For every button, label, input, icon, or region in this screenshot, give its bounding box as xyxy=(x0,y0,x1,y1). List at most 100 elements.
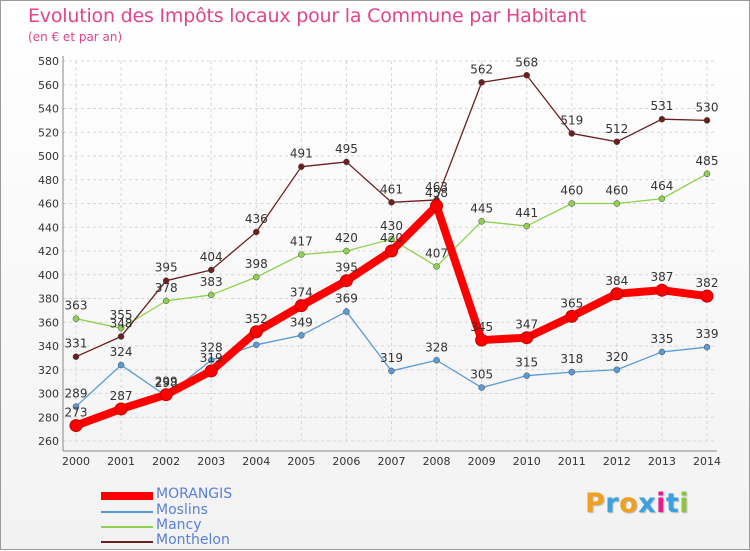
legend-label-monthelon: Monthelon xyxy=(156,532,230,548)
x-tick-label: 2009 xyxy=(468,455,496,468)
data-label-mancy: 363 xyxy=(65,299,88,313)
logo-letter: t xyxy=(665,488,680,519)
data-point-monthelon xyxy=(72,353,80,360)
data-label-morangis: 420 xyxy=(380,231,403,245)
data-label-mancy: 445 xyxy=(470,201,493,215)
y-tick-label: 500 xyxy=(38,150,59,163)
data-point-mancy xyxy=(207,291,215,299)
data-label-monthelon: 530 xyxy=(696,100,719,114)
data-label-morangis: 352 xyxy=(245,312,268,326)
data-label-monthelon: 512 xyxy=(605,122,628,136)
y-tick-label: 560 xyxy=(38,79,59,92)
data-point-morangis xyxy=(565,309,579,323)
data-label-monthelon: 404 xyxy=(200,250,223,264)
data-point-monthelon xyxy=(523,72,530,79)
data-point-mancy xyxy=(117,324,125,332)
data-label-monthelon: 562 xyxy=(470,62,493,76)
data-point-morangis xyxy=(655,283,669,297)
x-tick-label: 2012 xyxy=(603,455,631,468)
legend-label-mancy: Mancy xyxy=(156,517,202,533)
data-label-morangis: 319 xyxy=(200,351,223,365)
data-label-morangis: 387 xyxy=(650,270,673,284)
data-point-monthelon xyxy=(298,163,305,170)
y-tick-label: 360 xyxy=(38,316,59,329)
data-label-mancy: 378 xyxy=(155,281,178,295)
data-label-mancy: 407 xyxy=(425,246,448,260)
data-label-moslins: 328 xyxy=(200,340,223,354)
data-label-monthelon: 436 xyxy=(245,212,268,226)
data-label-monthelon: 463 xyxy=(425,180,448,194)
data-point-mancy xyxy=(568,200,576,207)
data-label-monthelon: 348 xyxy=(110,317,133,331)
data-label-moslins: 324 xyxy=(110,345,133,359)
data-point-moslins xyxy=(253,341,260,349)
data-point-morangis xyxy=(520,331,534,345)
y-tick-label: 420 xyxy=(38,245,59,258)
data-point-monthelon xyxy=(207,266,215,274)
data-point-moslins xyxy=(658,348,666,356)
data-point-mancy xyxy=(72,315,80,322)
data-label-moslins: 289 xyxy=(65,387,88,401)
logo-letter: i xyxy=(656,488,666,519)
x-tick-label: 2010 xyxy=(513,455,541,468)
data-point-monthelon xyxy=(613,138,621,145)
proxiti-logo: Proxiti xyxy=(585,488,689,519)
y-tick-label: 280 xyxy=(38,411,59,424)
logo-letter: x xyxy=(638,488,657,519)
data-label-monthelon: 531 xyxy=(650,99,673,113)
data-point-moslins xyxy=(388,367,395,375)
data-label-monthelon: 461 xyxy=(380,182,403,196)
data-label-morangis: 345 xyxy=(470,320,493,334)
data-point-moslins xyxy=(343,308,350,315)
data-label-morangis: 347 xyxy=(515,318,538,332)
data-point-moslins xyxy=(117,361,125,369)
chart-title: Evolution des Impôts locaux pour la Comm… xyxy=(28,5,587,27)
data-point-mancy xyxy=(613,200,621,207)
legend-swatch-moslins xyxy=(101,511,153,513)
data-label-mancy: 417 xyxy=(290,235,313,249)
x-tick-label: 2011 xyxy=(558,455,586,468)
data-label-morangis: 395 xyxy=(335,261,358,275)
data-point-morangis xyxy=(204,364,218,378)
data-point-mancy xyxy=(253,273,260,281)
legend-swatch-mancy xyxy=(101,526,153,528)
x-tick-label: 2004 xyxy=(242,455,270,468)
data-point-monthelon xyxy=(568,130,576,137)
data-label-mancy: 398 xyxy=(245,257,268,271)
data-point-morangis xyxy=(249,325,263,339)
y-tick-label: 520 xyxy=(38,126,59,139)
data-point-mancy xyxy=(298,251,305,258)
logo-letter: o xyxy=(619,488,639,519)
logo-letter: P xyxy=(585,488,606,519)
data-point-monthelon xyxy=(478,79,485,86)
legend-label-moslins: Moslins xyxy=(156,502,208,518)
data-label-morangis: 374 xyxy=(290,286,313,300)
y-tick-label: 580 xyxy=(38,55,59,68)
x-tick-label: 2007 xyxy=(378,455,406,468)
chart-subtitle: (en € et par an) xyxy=(28,30,123,44)
data-label-moslins: 349 xyxy=(290,315,313,329)
data-label-monthelon: 491 xyxy=(290,147,313,161)
x-tick-label: 2003 xyxy=(197,455,225,468)
x-tick-label: 2000 xyxy=(62,455,90,468)
y-tick-label: 440 xyxy=(38,221,59,234)
y-tick-label: 260 xyxy=(38,435,59,448)
data-point-morangis xyxy=(430,199,444,213)
data-label-morangis: 458 xyxy=(425,186,448,200)
data-point-moslins xyxy=(298,332,305,339)
data-point-monthelon xyxy=(117,333,125,340)
x-tick-label: 2005 xyxy=(287,455,315,468)
y-tick-label: 400 xyxy=(38,269,59,282)
data-label-morangis: 382 xyxy=(696,276,719,290)
data-label-moslins: 369 xyxy=(335,292,358,306)
data-label-morangis: 384 xyxy=(605,274,628,288)
data-point-monthelon xyxy=(162,277,170,284)
y-tick-label: 540 xyxy=(38,103,59,116)
data-point-moslins xyxy=(433,357,440,364)
legend-swatch-monthelon xyxy=(101,541,153,543)
data-label-moslins: 315 xyxy=(515,356,538,370)
legend-label-morangis: MORANGIS xyxy=(156,486,233,502)
data-point-moslins xyxy=(478,384,485,391)
data-label-monthelon: 495 xyxy=(335,142,358,156)
